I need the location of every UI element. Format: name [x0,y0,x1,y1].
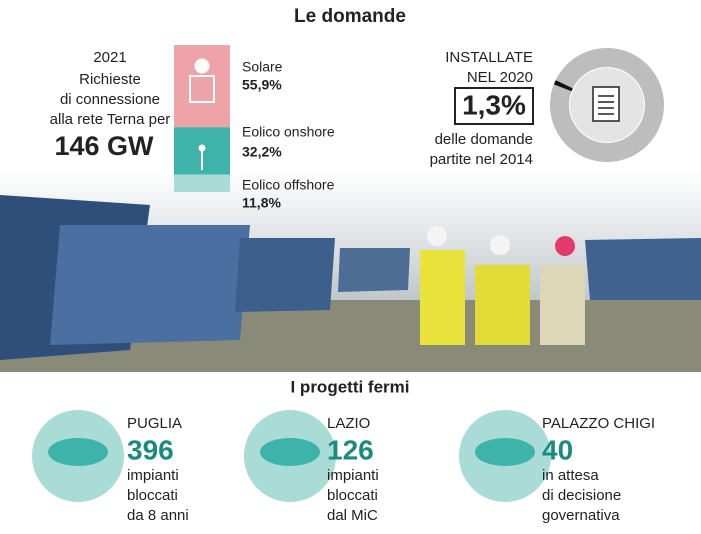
item-name: LAZIO [327,415,370,432]
panel-icon [189,75,215,103]
bar-segment [174,174,230,192]
title: Le domande [294,6,406,27]
item-text: impianti [327,467,379,484]
photo [0,170,701,372]
value-label: 32,2% [242,144,282,160]
item-text: dal MiC [327,507,378,524]
value-label: 55,9% [242,77,282,93]
item-value: 126 [327,434,374,465]
region-shape [475,438,535,466]
item-text: governativa [542,507,620,524]
legend-label: Eolico offshore [242,177,335,193]
value-box [454,87,534,125]
document-icon [592,86,620,122]
item-text: bloccati [127,487,178,504]
donut-value: 1,3% [462,89,526,120]
region-shape [48,438,108,466]
request-text: alla rete Terna per [50,111,171,128]
item-name: PUGLIA [127,415,182,432]
request-text: di connessione [60,91,160,108]
bar-segment [174,45,230,128]
donut-title: NEL 2020 [467,69,533,86]
donut-rest [550,47,664,162]
legend-label: Eolico onshore [242,124,335,140]
donut-slice [553,80,573,92]
legend-label: Solare [242,59,283,75]
item-value: 40 [542,434,573,465]
sun-icon [194,58,210,74]
turbine-hub [198,144,206,152]
donut-subtitle: partite nel 2014 [430,151,533,168]
value-label: 11,8% [242,195,281,211]
energy-icons [189,58,215,170]
total: 146 GW [54,131,154,161]
donut-title: INSTALLATE [445,49,533,66]
item-value: 396 [127,434,174,465]
section-title: I progetti fermi [290,377,409,396]
item-text: in attesa [542,467,599,484]
region-shape [260,438,320,466]
donut-subtitle: delle domande [435,131,533,148]
item-text: di decisione [542,487,621,504]
year: 2021 [93,49,126,66]
item-text: impianti [127,467,179,484]
request-text: Richieste [79,71,141,88]
item-name: PALAZZO CHIGI [542,415,655,432]
item-text: bloccati [327,487,378,504]
item-text: da 8 anni [127,507,189,524]
